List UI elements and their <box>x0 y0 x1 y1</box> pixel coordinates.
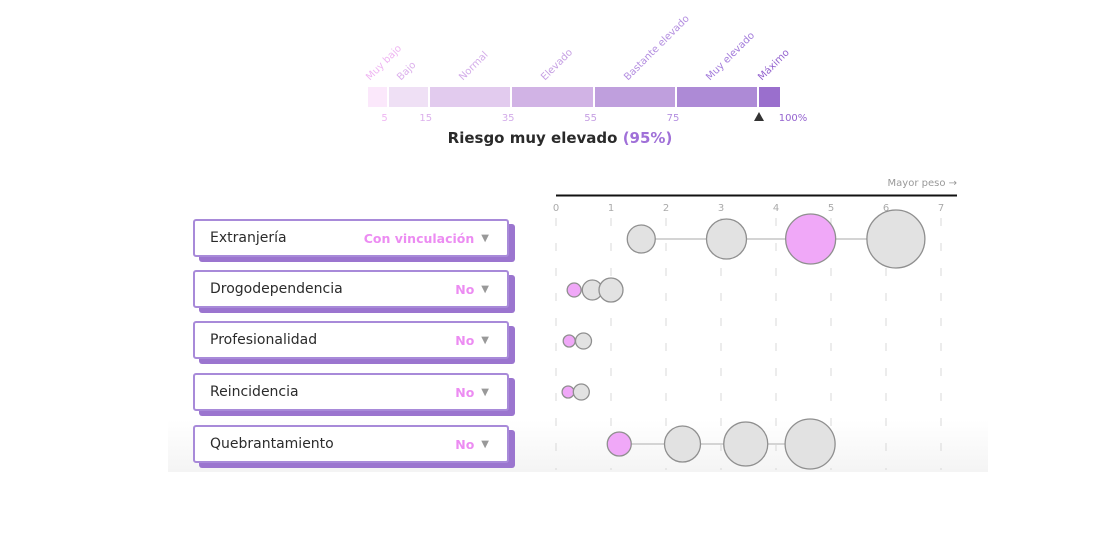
extranjeria-select[interactable]: Extranjería Con vinculación ▼ <box>193 219 509 257</box>
factor-row-extranjeria: Extranjería Con vinculación ▼ <box>193 219 515 262</box>
bubble-selected <box>566 282 582 298</box>
bubble <box>705 218 748 260</box>
factor-label: Quebrantamiento <box>210 436 334 452</box>
risk-segment <box>388 87 428 107</box>
factor-value: No <box>455 384 475 400</box>
factor-label: Reincidencia <box>210 384 299 400</box>
risk-segment <box>368 87 387 107</box>
caret-down-icon: ▼ <box>481 334 489 346</box>
bubble <box>572 383 590 401</box>
bubble <box>784 418 836 470</box>
axis-note: Mayor peso → <box>887 178 957 189</box>
risk-tick-label: 15 <box>419 113 433 124</box>
risk-segment <box>594 87 675 107</box>
bubble <box>574 332 593 350</box>
risk-tick-label: 100% <box>778 113 808 124</box>
bubble <box>626 224 656 254</box>
risk-segment <box>677 87 758 107</box>
bubble-selected <box>785 213 837 265</box>
risk-tick-label: 35 <box>501 113 515 124</box>
risk-marker-icon <box>754 112 765 121</box>
x-tick-label: 1 <box>608 203 614 214</box>
caret-down-icon: ▼ <box>481 438 489 450</box>
risk-segment <box>759 87 780 107</box>
risk-scale: Muy bajo Bajo Normal Elevado Bastante elevad… <box>0 0 1120 160</box>
bubble <box>663 425 702 463</box>
risk-tick-label: 5 <box>381 113 388 124</box>
profesionalidad-select[interactable]: Profesionalidad No ▼ <box>193 321 509 359</box>
factor-value: No <box>455 436 475 452</box>
quebrantamiento-select[interactable]: Quebrantamiento No ▼ <box>193 425 509 463</box>
factor-row-quebrantamiento: Quebrantamiento No ▼ <box>193 425 515 468</box>
risk-segment <box>429 87 511 107</box>
bubble <box>598 277 624 303</box>
bubble-selected <box>562 334 576 348</box>
bubble <box>723 421 769 467</box>
x-tick-label: 3 <box>718 203 724 214</box>
risk-title-text: Riesgo muy elevado <box>447 129 618 147</box>
factor-value: Con vinculación <box>363 230 475 246</box>
x-tick-label: 6 <box>883 203 889 214</box>
factor-value: No <box>455 281 475 297</box>
x-tick-label: 2 <box>663 203 669 214</box>
factor-value: No <box>455 332 475 348</box>
caret-down-icon: ▼ <box>481 386 489 398</box>
factor-row-reincidencia: Reincidencia No ▼ <box>193 373 515 416</box>
risk-tick-label: 75 <box>666 113 680 124</box>
risk-title-percent: (95%) <box>622 129 673 147</box>
factor-row-profesionalidad: Profesionalidad No ▼ <box>193 321 515 364</box>
caret-down-icon: ▼ <box>481 232 489 244</box>
x-tick-label: 5 <box>828 203 834 214</box>
drogodependencia-select[interactable]: Drogodependencia No ▼ <box>193 270 509 308</box>
caret-down-icon: ▼ <box>481 283 489 295</box>
x-tick-label: 4 <box>773 203 779 214</box>
factor-label: Drogodependencia <box>210 281 343 297</box>
risk-title: Riesgo muy elevado (95%) <box>0 129 1120 147</box>
x-tick-label: 7 <box>938 203 944 214</box>
risk-tick-label: 55 <box>584 113 597 124</box>
bubble <box>866 209 926 269</box>
factor-label: Profesionalidad <box>210 332 318 348</box>
x-tick-label: 0 <box>553 203 559 214</box>
reincidencia-select[interactable]: Reincidencia No ▼ <box>193 373 509 411</box>
risk-segment <box>512 87 593 107</box>
factor-row-drogodependencia: Drogodependencia No ▼ <box>193 270 515 313</box>
bubble-selected <box>561 385 575 399</box>
bubble-selected <box>606 431 632 457</box>
factor-label: Extranjería <box>210 230 287 246</box>
